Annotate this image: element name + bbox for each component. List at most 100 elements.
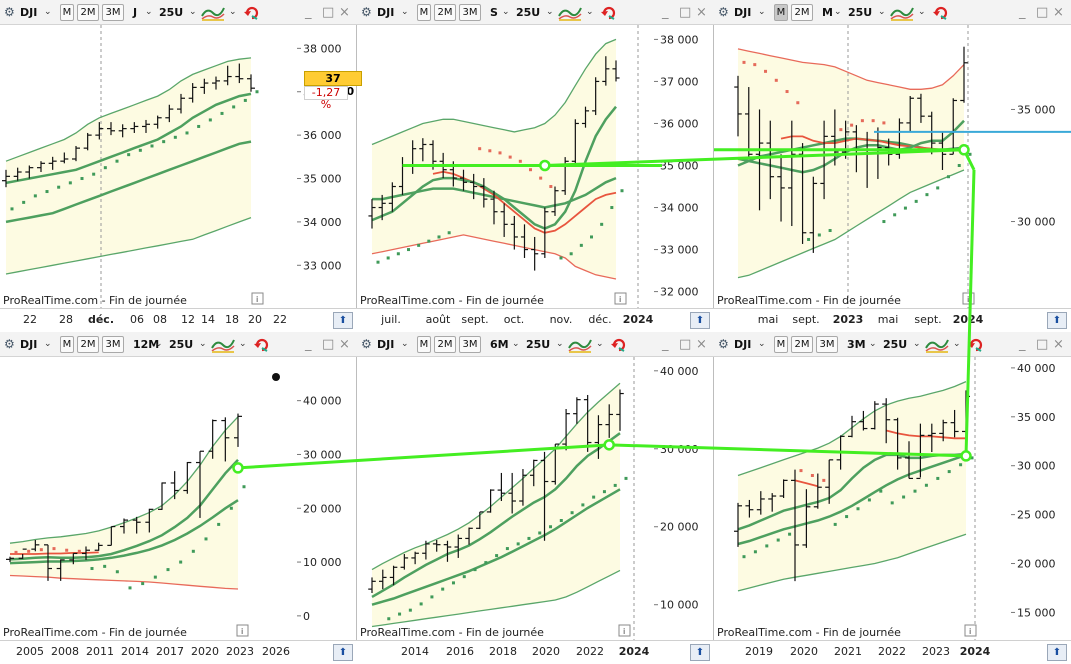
refresh-icon[interactable]	[243, 4, 261, 21]
indicators-icon[interactable]	[211, 336, 235, 353]
period-button-2M[interactable]: 2M	[77, 4, 99, 21]
chevron-down-icon[interactable]: ⌄	[44, 7, 52, 17]
chevron-down-icon[interactable]: ⌄	[512, 339, 520, 349]
maximize-icon[interactable]: □	[322, 5, 335, 20]
scroll-to-latest-button[interactable]: ⬆	[690, 644, 710, 661]
chevron-down-icon[interactable]: ⌄	[229, 7, 237, 17]
minimize-icon[interactable]: _	[662, 337, 669, 352]
maximize-icon[interactable]: □	[679, 5, 692, 20]
units-selector[interactable]: 25U	[848, 6, 873, 19]
chevron-down-icon[interactable]: ⌄	[199, 339, 207, 349]
refresh-icon[interactable]	[253, 336, 271, 353]
instrument-settings-icon[interactable]: ⚙	[4, 5, 15, 19]
timeframe-selector[interactable]: 3M	[847, 338, 866, 351]
timeframe-selector[interactable]: S	[490, 6, 498, 19]
units-selector[interactable]: 25U	[159, 6, 184, 19]
chevron-down-icon[interactable]: ⌄	[401, 339, 409, 349]
period-button-2M[interactable]: 2M	[434, 336, 456, 353]
timeframe-selector[interactable]: J	[133, 6, 138, 19]
chevron-down-icon[interactable]: ⌄	[145, 7, 153, 17]
units-selector[interactable]: 25U	[526, 338, 551, 351]
period-button-M[interactable]: M	[60, 4, 74, 21]
chevron-down-icon[interactable]: ⌄	[918, 7, 926, 17]
chevron-down-icon[interactable]: ⌄	[155, 339, 163, 349]
chevron-down-icon[interactable]: ⌄	[44, 339, 52, 349]
close-icon[interactable]: ×	[339, 337, 350, 352]
scroll-to-latest-button[interactable]: ⬆	[333, 312, 353, 329]
close-icon[interactable]: ×	[1053, 337, 1064, 352]
close-icon[interactable]: ×	[696, 337, 707, 352]
close-icon[interactable]: ×	[339, 5, 350, 20]
chevron-down-icon[interactable]: ⌄	[586, 7, 594, 17]
period-button-M[interactable]: M	[417, 336, 431, 353]
symbol-selector[interactable]: DJI	[734, 6, 752, 19]
period-button-M[interactable]: M	[774, 336, 788, 353]
scroll-to-latest-button[interactable]: ⬆	[1047, 312, 1067, 329]
timeframe-selector[interactable]: 6M	[490, 338, 509, 351]
maximize-icon[interactable]: □	[1036, 337, 1049, 352]
chevron-down-icon[interactable]: ⌄	[189, 7, 197, 17]
instrument-settings-icon[interactable]: ⚙	[361, 5, 372, 19]
chevron-down-icon[interactable]: ⌄	[878, 7, 886, 17]
info-icon[interactable]: i	[614, 292, 627, 305]
indicators-icon[interactable]	[568, 336, 592, 353]
instrument-settings-icon[interactable]: ⚙	[718, 5, 729, 19]
minimize-icon[interactable]: _	[305, 5, 312, 20]
instrument-settings-icon[interactable]: ⚙	[361, 337, 372, 351]
symbol-selector[interactable]: DJI	[20, 338, 38, 351]
info-icon[interactable]: i	[964, 624, 977, 637]
maximize-icon[interactable]: □	[1036, 5, 1049, 20]
refresh-icon[interactable]	[932, 4, 950, 21]
period-button-3M[interactable]: 3M	[102, 4, 124, 21]
close-icon[interactable]: ×	[696, 5, 707, 20]
indicators-icon[interactable]	[558, 4, 582, 21]
timeframe-selector[interactable]: 12M	[133, 338, 160, 351]
symbol-selector[interactable]: DJI	[377, 338, 395, 351]
chevron-down-icon[interactable]: ⌄	[953, 339, 961, 349]
period-button-2M[interactable]: 2M	[791, 336, 813, 353]
chevron-down-icon[interactable]: ⌄	[401, 7, 409, 17]
chevron-down-icon[interactable]: ⌄	[758, 339, 766, 349]
period-button-3M[interactable]: 3M	[459, 4, 481, 21]
period-button-2M[interactable]: 2M	[77, 336, 99, 353]
period-button-M[interactable]: M	[774, 4, 788, 21]
chevron-down-icon[interactable]: ⌄	[502, 7, 510, 17]
info-icon[interactable]: i	[618, 624, 631, 637]
symbol-selector[interactable]: DJI	[377, 6, 395, 19]
refresh-icon[interactable]	[600, 4, 618, 21]
units-selector[interactable]: 25U	[883, 338, 908, 351]
maximize-icon[interactable]: □	[322, 337, 335, 352]
period-button-3M[interactable]: 3M	[459, 336, 481, 353]
indicators-icon[interactable]	[890, 4, 914, 21]
period-button-2M[interactable]: 2M	[434, 4, 456, 21]
period-button-2M[interactable]: 2M	[791, 4, 813, 21]
scroll-to-latest-button[interactable]: ⬆	[690, 312, 710, 329]
chevron-down-icon[interactable]: ⌄	[556, 339, 564, 349]
units-selector[interactable]: 25U	[516, 6, 541, 19]
units-selector[interactable]: 25U	[169, 338, 194, 351]
chevron-down-icon[interactable]: ⌄	[869, 339, 877, 349]
info-icon[interactable]: i	[236, 624, 249, 637]
period-button-M[interactable]: M	[417, 4, 431, 21]
refresh-icon[interactable]	[610, 336, 628, 353]
chevron-down-icon[interactable]: ⌄	[546, 7, 554, 17]
chevron-down-icon[interactable]: ⌄	[239, 339, 247, 349]
period-button-3M[interactable]: 3M	[816, 336, 838, 353]
instrument-settings-icon[interactable]: ⚙	[718, 337, 729, 351]
minimize-icon[interactable]: _	[1019, 5, 1026, 20]
minimize-icon[interactable]: _	[662, 5, 669, 20]
instrument-settings-icon[interactable]: ⚙	[4, 337, 15, 351]
info-icon[interactable]: i	[962, 292, 975, 305]
symbol-selector[interactable]: DJI	[734, 338, 752, 351]
chevron-down-icon[interactable]: ⌄	[758, 7, 766, 17]
refresh-icon[interactable]	[967, 336, 985, 353]
minimize-icon[interactable]: _	[305, 337, 312, 352]
period-button-M[interactable]: M	[60, 336, 74, 353]
period-button-3M[interactable]: 3M	[102, 336, 124, 353]
timeframe-selector[interactable]: M	[822, 6, 833, 19]
scroll-to-latest-button[interactable]: ⬆	[1047, 644, 1067, 661]
maximize-icon[interactable]: □	[679, 337, 692, 352]
indicators-icon[interactable]	[925, 336, 949, 353]
symbol-selector[interactable]: DJI	[20, 6, 38, 19]
scroll-to-latest-button[interactable]: ⬆	[333, 644, 353, 661]
